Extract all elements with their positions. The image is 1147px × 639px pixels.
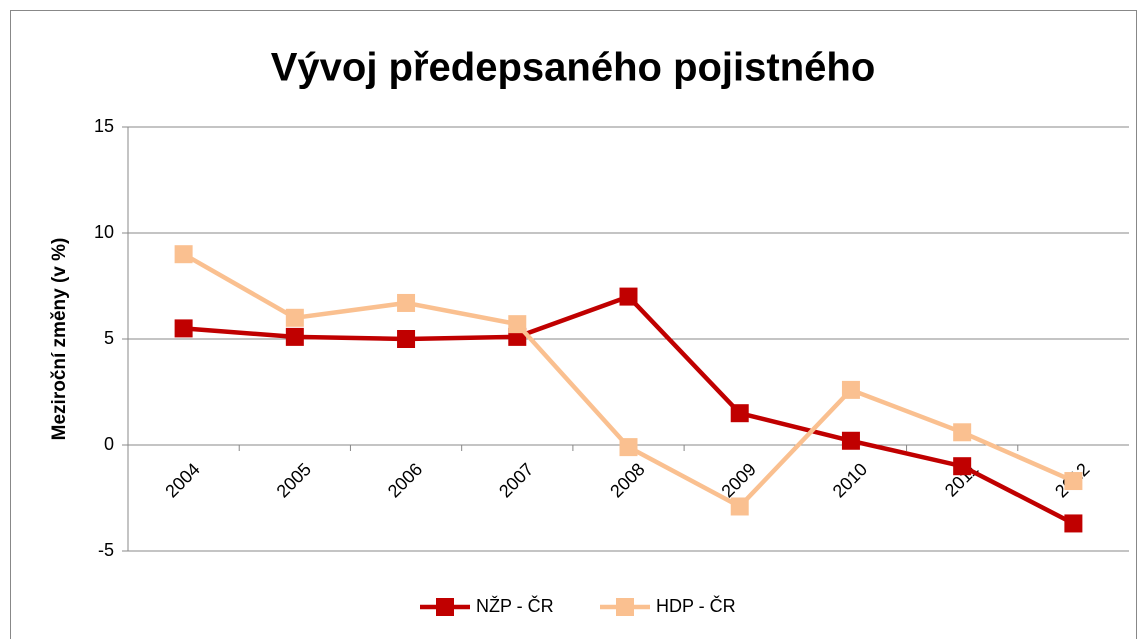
data-point bbox=[508, 315, 527, 334]
data-point bbox=[619, 438, 638, 457]
data-point bbox=[953, 423, 972, 442]
y-tick-label: 10 bbox=[94, 222, 114, 242]
legend-marker bbox=[436, 598, 454, 616]
data-point bbox=[730, 404, 749, 423]
data-point bbox=[285, 327, 304, 346]
data-point bbox=[953, 457, 972, 476]
data-point bbox=[397, 293, 416, 312]
data-point bbox=[174, 319, 193, 338]
data-point bbox=[619, 287, 638, 306]
chart-frame bbox=[10, 10, 1137, 639]
data-point bbox=[174, 245, 193, 264]
data-point bbox=[285, 308, 304, 327]
legend-marker bbox=[616, 598, 634, 616]
data-point bbox=[397, 330, 416, 348]
data-point bbox=[1064, 472, 1083, 491]
y-tick-label: -5 bbox=[98, 540, 114, 560]
data-point bbox=[730, 497, 749, 516]
legend-label: NŽP - ČR bbox=[476, 595, 554, 616]
legend-label: HDP - ČR bbox=[656, 595, 736, 616]
y-tick-label: 0 bbox=[104, 434, 114, 454]
chart-title: Vývoj předepsaného pojistného bbox=[271, 46, 876, 90]
y-axis-label: Meziroční změny (v %) bbox=[49, 238, 70, 441]
data-point bbox=[1064, 514, 1083, 533]
data-point bbox=[841, 431, 860, 450]
y-tick-label: 15 bbox=[94, 116, 114, 136]
data-point bbox=[841, 380, 860, 399]
y-tick-label: 5 bbox=[104, 328, 114, 348]
